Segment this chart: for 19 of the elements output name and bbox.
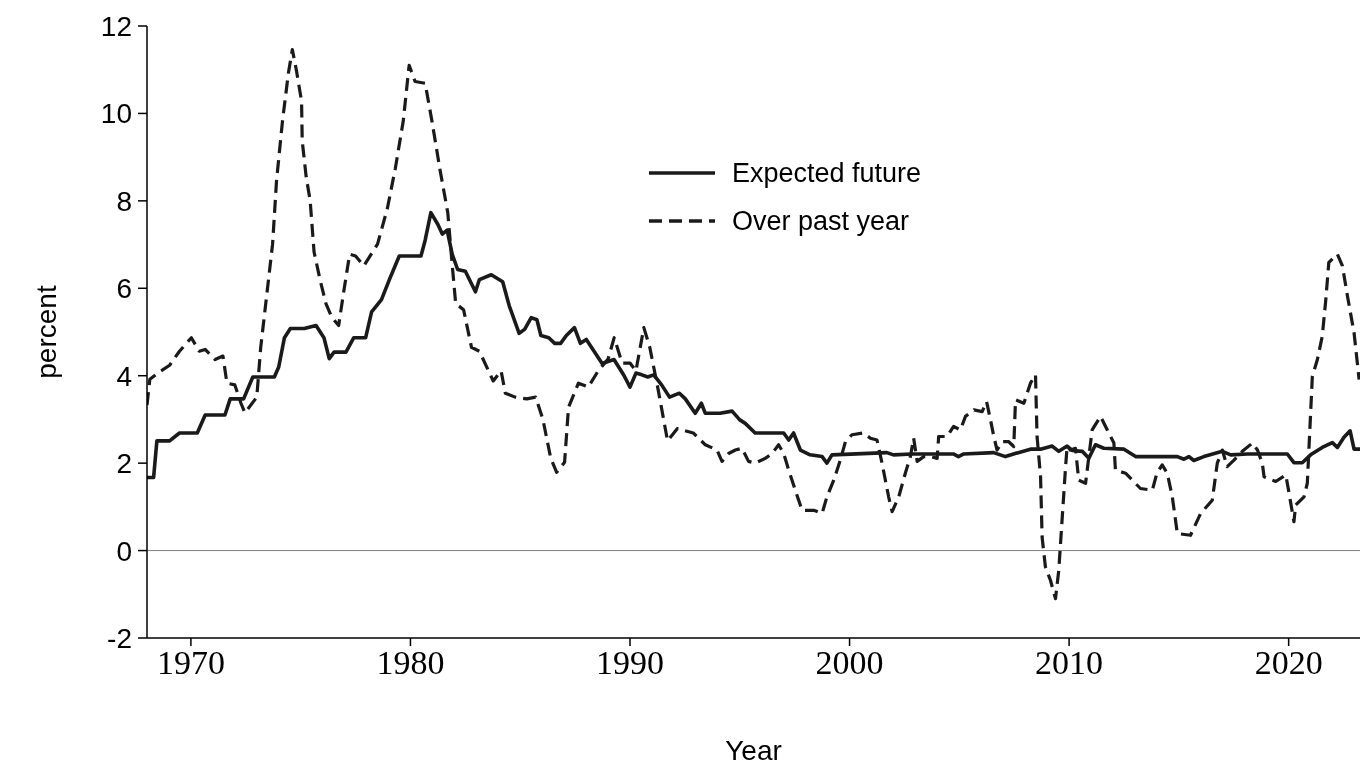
x-tick-label: 1980 [376, 644, 445, 682]
legend-label: Over past year [732, 205, 910, 237]
y-tick-label: 8 [116, 185, 132, 217]
y-tick-label: -2 [107, 622, 132, 654]
x-tick-label: 1990 [596, 644, 664, 682]
legend-label: Expected future [732, 157, 922, 189]
line-series [147, 48, 1360, 601]
x-tick-label: 2000 [815, 644, 884, 682]
y-tick-label: 6 [116, 273, 132, 305]
y-tick-label: 12 [100, 10, 132, 42]
y-tick-label: 0 [116, 535, 132, 567]
y-tick-label: 10 [100, 98, 132, 130]
x-axis-title: Year [725, 735, 782, 766]
y-tick-label: 4 [116, 360, 132, 392]
y-axis-title: percent [30, 285, 62, 379]
x-tick-label: 1970 [156, 644, 225, 682]
y-tick-label: 2 [116, 448, 132, 480]
x-tick-label: 2010 [1035, 644, 1104, 682]
x-tick-label: 2020 [1254, 644, 1323, 682]
